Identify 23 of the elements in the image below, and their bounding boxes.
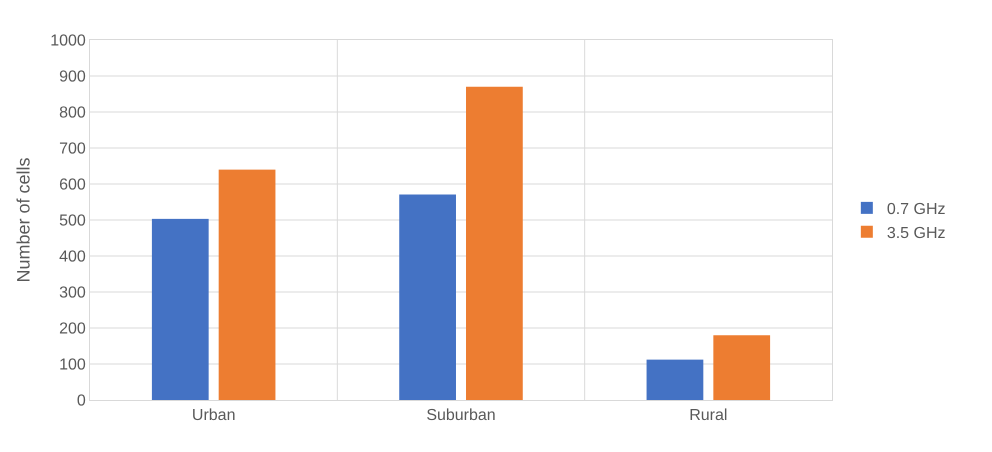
bar: [646, 360, 704, 400]
y-tick-label: 900: [59, 68, 86, 86]
bar: [218, 170, 276, 400]
legend-label: 3.5 GHz: [886, 224, 946, 242]
bar: [466, 86, 523, 400]
y-tick-label: 700: [59, 140, 86, 158]
y-tick-label: 400: [59, 248, 86, 266]
bar: [713, 335, 770, 400]
x-tick-label: Urban: [192, 407, 236, 424]
y-tick-label: 1000: [50, 32, 86, 50]
y-tick-label: 0: [76, 392, 86, 410]
y-tick-label: 600: [59, 176, 86, 194]
y-tick-label: 300: [59, 284, 86, 302]
bar: [399, 194, 456, 400]
y-tick-label: 200: [59, 320, 86, 338]
y-tick-label: 800: [59, 104, 86, 122]
y-tick-label: 500: [59, 212, 86, 230]
x-tick-label: Rural: [689, 407, 728, 424]
bar: [152, 218, 209, 400]
y-axis-title: Number of cells: [13, 157, 34, 283]
legend-label: 0.7 GHz: [886, 201, 946, 218]
y-tick-label: 100: [59, 356, 86, 374]
x-tick-label: Suburban: [426, 407, 496, 424]
